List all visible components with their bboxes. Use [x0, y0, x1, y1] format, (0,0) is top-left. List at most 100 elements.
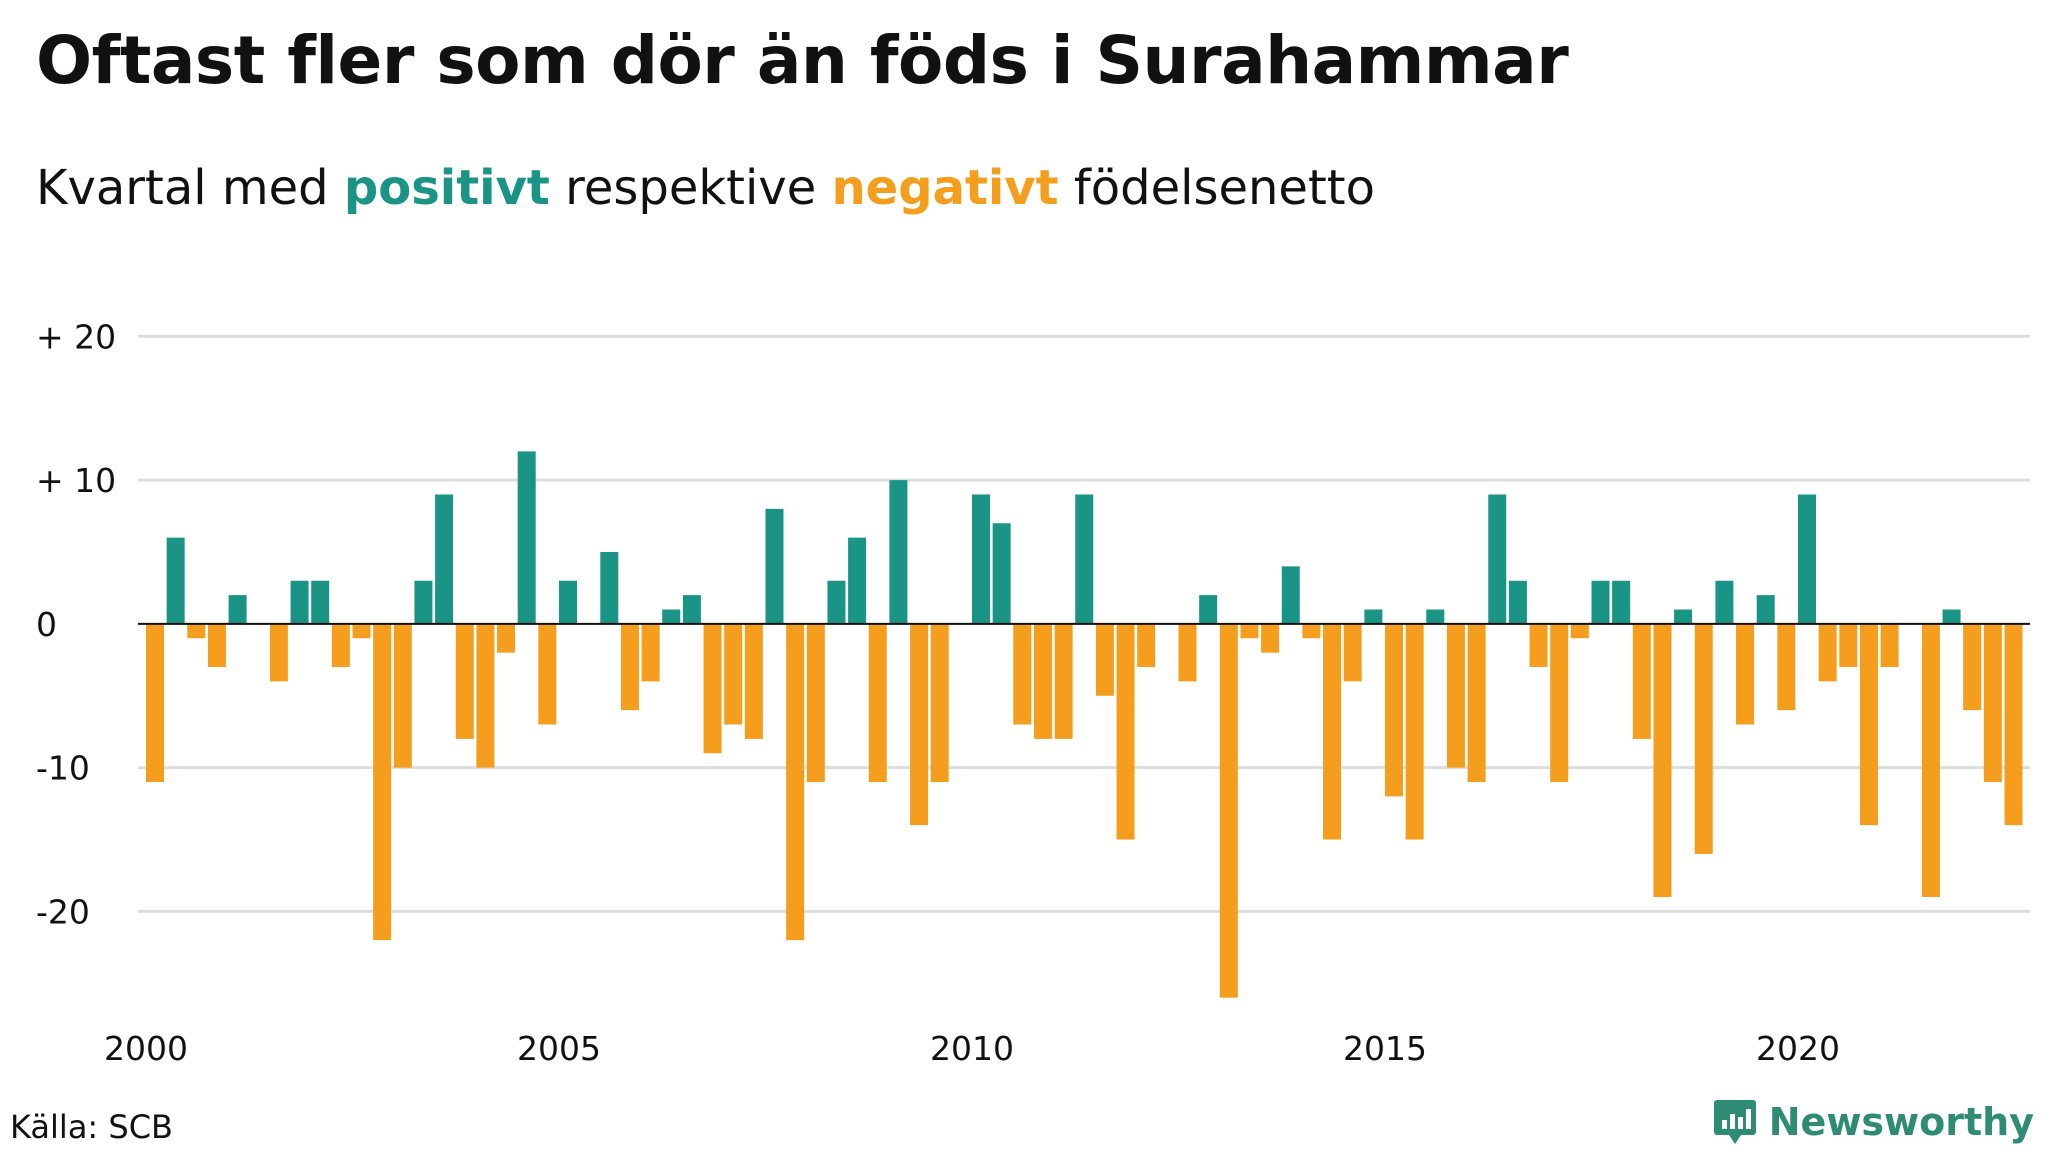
bar-negative [1261, 623, 1280, 653]
bar-positive [1612, 580, 1631, 624]
bar-negative [1446, 623, 1465, 768]
x-tick-label: 2020 [1756, 1029, 1840, 1068]
bar-negative [724, 623, 743, 725]
bar-negative [476, 623, 495, 768]
bar-negative [1859, 623, 1878, 826]
y-tick-label: 0 [36, 605, 57, 644]
bar-positive [1488, 494, 1507, 624]
x-tick-label: 2010 [930, 1029, 1014, 1068]
bar-negative [1529, 623, 1548, 668]
bar-negative [538, 623, 557, 725]
bar-negative [1178, 623, 1197, 682]
bar-positive [1281, 566, 1300, 624]
bar-positive [827, 580, 846, 624]
bar-negative [373, 623, 392, 941]
bar-negative [2004, 623, 2023, 826]
bar-positive [889, 480, 908, 624]
subtitle-text-3: födelsenetto [1058, 160, 1375, 216]
bar-negative [207, 623, 226, 668]
bar-negative [1116, 623, 1135, 840]
bar-negative [786, 623, 805, 941]
bar-positive [435, 494, 454, 624]
source-note: Källa: SCB [10, 1108, 173, 1146]
y-tick-label: -10 [36, 749, 90, 788]
bar-negative [1219, 623, 1238, 998]
brand-logo: Newsworthy [1713, 1098, 2034, 1146]
bar-positive [1942, 609, 1961, 624]
bar-negative [910, 623, 929, 826]
bar-negative [1302, 623, 1321, 639]
bar-positive [311, 580, 330, 624]
bar-negative [1405, 623, 1424, 840]
bar-positive [600, 552, 619, 624]
bar-positive [1508, 580, 1527, 624]
chart-subtitle: Kvartal med positivt respektive negativt… [36, 160, 1375, 216]
bar-negative [1963, 623, 1982, 711]
bar-negative [1632, 623, 1651, 739]
bar-negative [1385, 623, 1403, 797]
bar-positive [662, 609, 681, 624]
y-tick-label: -20 [36, 892, 90, 931]
bar-negative [703, 623, 722, 754]
bar-negative [331, 623, 350, 668]
y-tick-label: + 10 [36, 461, 116, 500]
y-tick-label: + 20 [36, 317, 116, 356]
bar-negative [269, 623, 288, 682]
bar-negative [1818, 623, 1837, 682]
bar-negative [1550, 623, 1569, 783]
bar-positive [1364, 609, 1383, 624]
bar-negative [744, 623, 763, 739]
bar-positive [517, 451, 536, 624]
bar-chart: + 20 + 10 0 -10 -20 2000 2005 2010 2015 2020 [36, 317, 2030, 1068]
bar-negative [1839, 623, 1858, 668]
bar-negative [1777, 623, 1796, 711]
bar-positive [1674, 609, 1693, 624]
bar-positive [559, 580, 577, 624]
bar-negative [1694, 623, 1713, 854]
label-layer: + 20 + 10 0 -10 -20 2000 2005 2010 2015 2020 [36, 317, 1840, 1068]
bar-negative [868, 623, 887, 783]
bar-positive [765, 508, 784, 624]
subtitle-positive-word: positivt [343, 160, 550, 216]
bar-negative [1323, 623, 1342, 840]
bar-negative [352, 623, 371, 639]
bar-negative [1880, 623, 1899, 668]
bar-negative [1983, 623, 2002, 783]
bar-negative [1467, 623, 1486, 783]
bar-positive [414, 580, 433, 624]
subtitle-negative-word: negativt [831, 160, 1059, 216]
bar-negative [187, 623, 206, 639]
bar-positive [290, 580, 309, 624]
bar-positive [1798, 494, 1816, 624]
bar-negative [1137, 623, 1156, 668]
bar-negative [1921, 623, 1940, 898]
bar-positive [1199, 595, 1218, 624]
bar-negative [930, 623, 949, 783]
bar-negative [806, 623, 825, 783]
bar-negative [393, 623, 412, 768]
bar-negative [1343, 623, 1362, 682]
bar-positive [682, 595, 701, 624]
bar-negative [455, 623, 474, 739]
bar-positive [228, 595, 247, 624]
bar-negative [1095, 623, 1114, 696]
bar-positive [992, 523, 1011, 624]
bar-negative [1054, 623, 1073, 739]
grid-layer [138, 334, 2030, 913]
bar-negative [1033, 623, 1052, 739]
x-tick-label: 2015 [1343, 1029, 1427, 1068]
bar-positive [848, 537, 867, 624]
bar-positive [1756, 595, 1775, 624]
bar-positive [166, 537, 185, 624]
bar-negative [1013, 623, 1032, 725]
bar-positive [1426, 609, 1445, 624]
bar-negative [1736, 623, 1755, 725]
bar-negative [497, 623, 516, 653]
bar-negative [1653, 623, 1672, 898]
subtitle-text-2: respektive [549, 160, 832, 216]
bar-positive [1591, 580, 1610, 624]
bar-negative [1240, 623, 1259, 639]
x-tick-label: 2005 [517, 1029, 601, 1068]
x-tick-label: 2000 [104, 1029, 188, 1068]
bar-negative [620, 623, 639, 711]
